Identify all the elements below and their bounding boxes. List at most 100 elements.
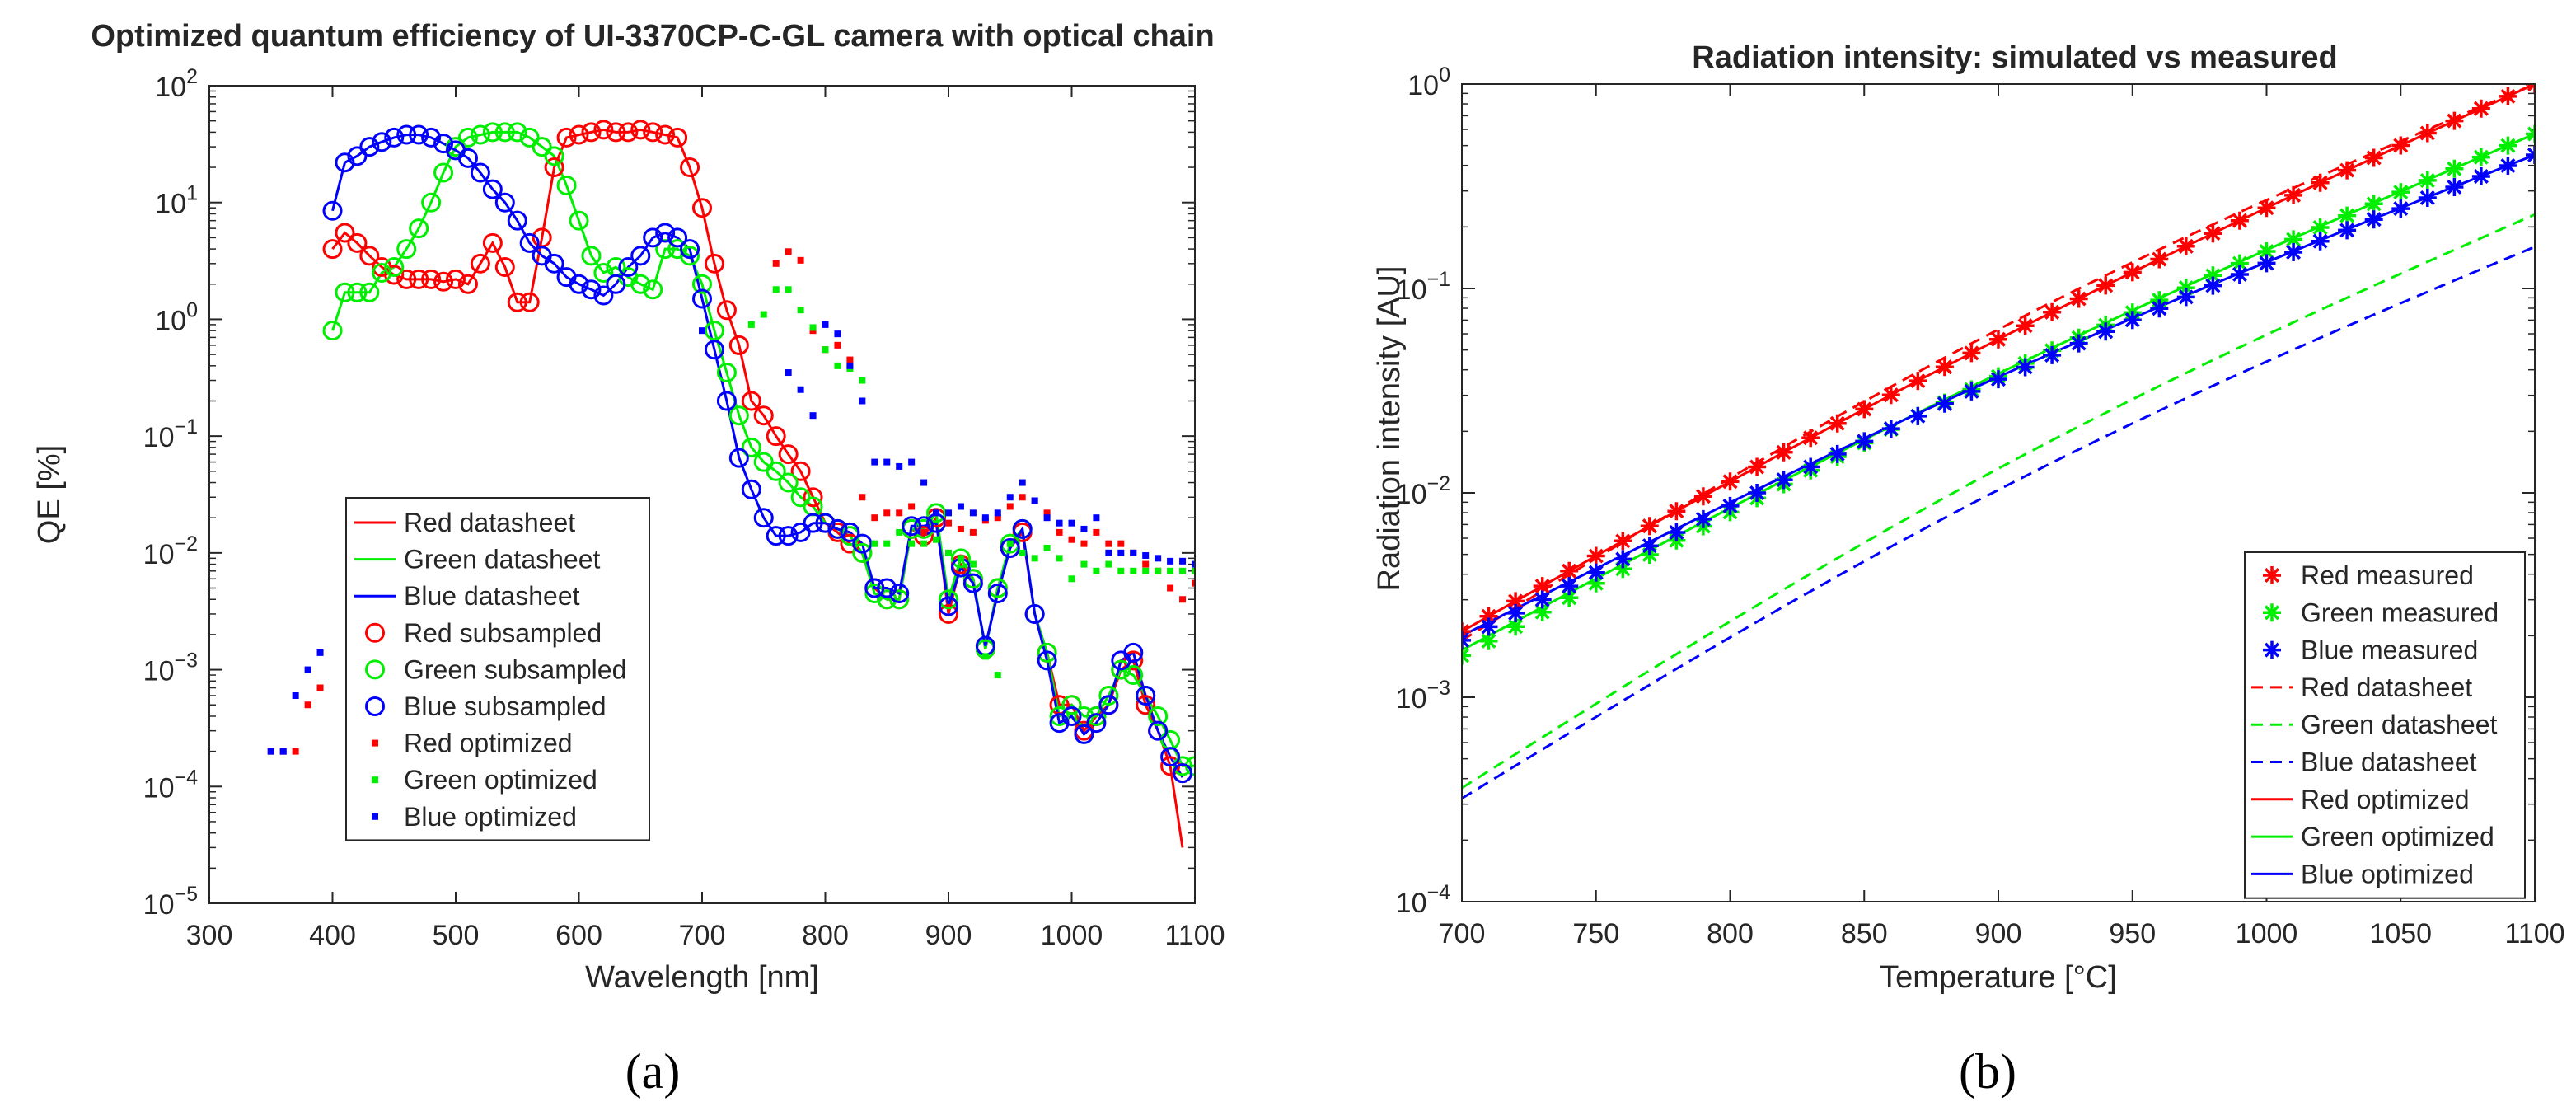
a-ytick-label: 10−2 [143,532,198,570]
point-red-measured [2311,173,2330,192]
a-xtick-label: 1100 [1164,920,1225,951]
point-blue-optimized [1068,519,1075,527]
point-green-subsampled [556,176,577,196]
point-red-subsampled [606,122,626,143]
point-blue-measured [1935,394,1954,413]
point-red-subsampled [655,124,676,145]
point-blue-subsampled [1148,720,1169,741]
point-blue-subsampled [803,513,823,533]
point-green-subsampled [1061,695,1082,715]
point-blue-optimized [699,327,705,335]
point-green-measured [2445,159,2464,178]
a-ytick-label: 10−3 [143,649,198,687]
chart-b-legend: Red measured Green measured Blue measured R… [2244,551,2526,899]
point-blue-measured [1748,484,1767,502]
legend-label: Green datasheet [404,545,601,574]
point-blue-subsampled [544,253,564,274]
legend-label: Blue measured [2301,635,2478,665]
point-red-measured [1640,517,1659,536]
point-blue-measured [1560,577,1579,596]
point-red-measured [2150,250,2169,269]
point-blue-subsampled [716,391,737,411]
point-blue-optimized [785,369,792,377]
point-red-subsampled [1136,695,1156,715]
point-blue-subsampled [1037,650,1057,671]
point-red-measured [2364,148,2383,167]
point-red-measured [1693,487,1712,506]
point-blue-subsampled [409,124,429,145]
point-green-subsampled [359,282,380,302]
chart-b-series [1462,84,2535,799]
point-red-optimized [316,684,324,691]
point-blue-subsampled [457,148,478,168]
legend-swatch [365,696,385,716]
point-blue-optimized [292,692,299,700]
point-blue-measured [1881,420,1900,438]
point-green-subsampled [593,263,614,284]
point-blue-subsampled [1098,695,1119,715]
point-red-measured [2338,161,2357,180]
chart-b-title: Radiation intensity: simulated vs measur… [1692,40,2337,75]
point-blue-optimized [267,748,274,755]
point-red-optimized [969,528,977,536]
point-green-optimized [797,307,804,314]
point-red-measured [2471,99,2490,118]
point-blue-measured [1989,370,2007,389]
point-red-subsampled [396,269,417,289]
point-blue-subsampled [372,132,392,152]
b-xtick-label: 700 [1439,918,1486,949]
chart-a: Optimized quantum efficiency of UI-3370C… [32,19,1225,1099]
point-blue-measured [1479,617,1498,636]
point-blue-optimized [1080,525,1088,532]
point-blue-measured [2123,311,2142,330]
point-green-measured [1560,588,1579,607]
point-green-subsampled [569,210,589,231]
point-blue-optimized [896,462,903,470]
point-red-measured [1935,358,1954,377]
point-blue-subsampled [902,516,922,537]
point-blue-optimized [1179,557,1187,565]
point-blue-measured [1614,550,1632,569]
point-blue-subsampled [569,274,589,294]
point-red-optimized [846,356,854,363]
point-blue-subsampled [962,573,983,593]
point-blue-subsampled [1061,706,1082,726]
point-red-optimized [1167,584,1174,592]
point-green-optimized [883,540,891,547]
point-blue-measured [1506,603,1525,622]
point-blue-subsampled [396,124,417,145]
point-blue-optimized [945,509,952,517]
point-blue-optimized [1056,519,1063,527]
point-green-optimized [785,286,792,293]
point-red-subsampled [347,232,368,253]
point-red-optimized [920,528,928,536]
point-red-optimized [1019,494,1026,501]
point-red-optimized [1117,540,1125,547]
point-green-optimized [1056,555,1063,562]
point-blue-measured [1721,496,1740,515]
point-blue-optimized [316,649,324,656]
point-red-measured [2204,224,2222,243]
point-blue-optimized [1019,479,1026,486]
point-red-subsampled [716,300,737,321]
point-blue-optimized [1155,555,1162,562]
point-blue-subsampled [1074,724,1094,744]
point-green-subsampled [766,461,786,481]
chart-a-ylabel: QE [%] [32,445,67,544]
point-green-subsampled [581,246,602,266]
point-red-optimized [883,509,891,517]
point-red-subsampled [359,246,380,266]
a-ytick-label: 102 [155,65,198,103]
point-red-measured [2176,237,2195,255]
point-green-measured [1614,560,1632,579]
point-green-measured [2284,230,2303,249]
point-blue-optimized [920,479,928,486]
point-green-optimized [957,555,964,562]
point-blue-subsampled [987,584,1008,604]
point-green-measured [1506,617,1525,636]
point-blue-subsampled [790,522,811,542]
point-green-measured [2471,148,2490,166]
point-green-subsampled [409,218,429,239]
point-green-measured [2391,183,2410,202]
point-red-measured [1748,457,1767,476]
